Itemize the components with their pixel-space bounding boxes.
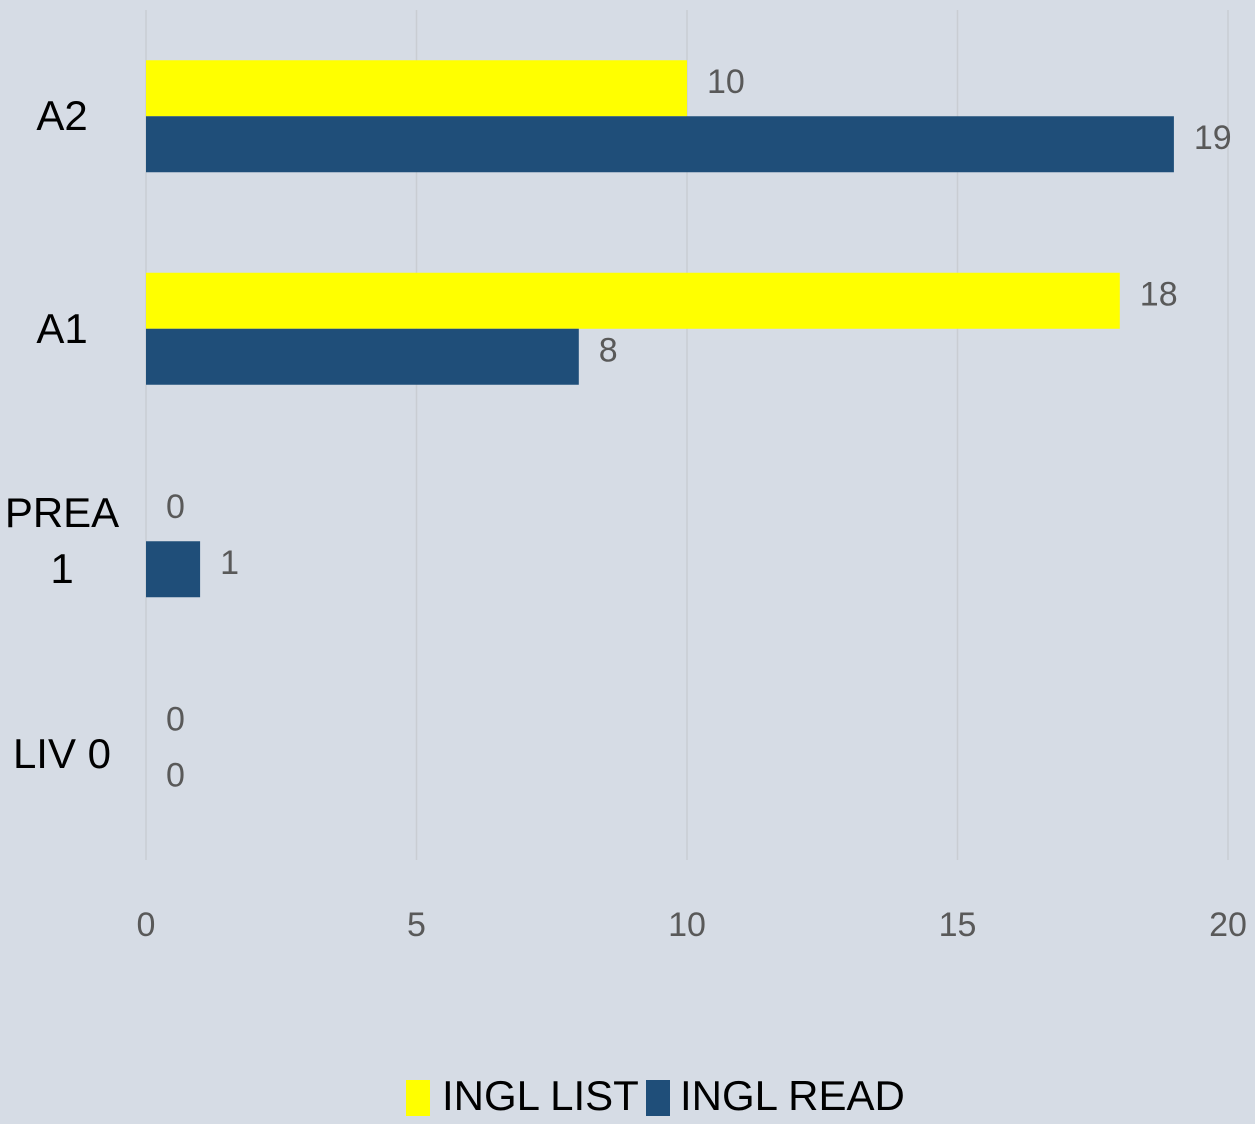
bar — [146, 541, 201, 598]
y-tick-label: A2 — [36, 92, 88, 140]
bar — [146, 116, 1174, 173]
y-tick-label: LIV 0 — [12, 729, 112, 777]
y-tick-label: PREA 1 — [4, 489, 120, 593]
y-tick-label: A1 — [36, 304, 88, 352]
data-label: 0 — [166, 701, 185, 739]
x-tick-label: 5 — [407, 906, 426, 944]
legend-swatch — [406, 1080, 430, 1116]
data-label: 0 — [166, 757, 185, 795]
legend-label: INGL LIST — [442, 1072, 639, 1119]
legend-swatch — [646, 1080, 670, 1116]
x-tick-label: 20 — [1209, 906, 1247, 944]
x-tick-label: 0 — [137, 906, 156, 944]
bar — [146, 272, 1120, 329]
data-label: 1 — [220, 544, 239, 582]
data-label: 19 — [1194, 119, 1232, 157]
bar — [146, 60, 687, 117]
legend-label: INGL READ — [680, 1072, 905, 1119]
x-tick-label: 10 — [668, 906, 706, 944]
x-tick-label: 15 — [939, 906, 977, 944]
data-label: 18 — [1140, 276, 1178, 314]
data-label: 8 — [599, 332, 618, 370]
data-label: 0 — [166, 488, 185, 526]
bar — [146, 328, 579, 385]
data-label: 10 — [707, 63, 745, 101]
